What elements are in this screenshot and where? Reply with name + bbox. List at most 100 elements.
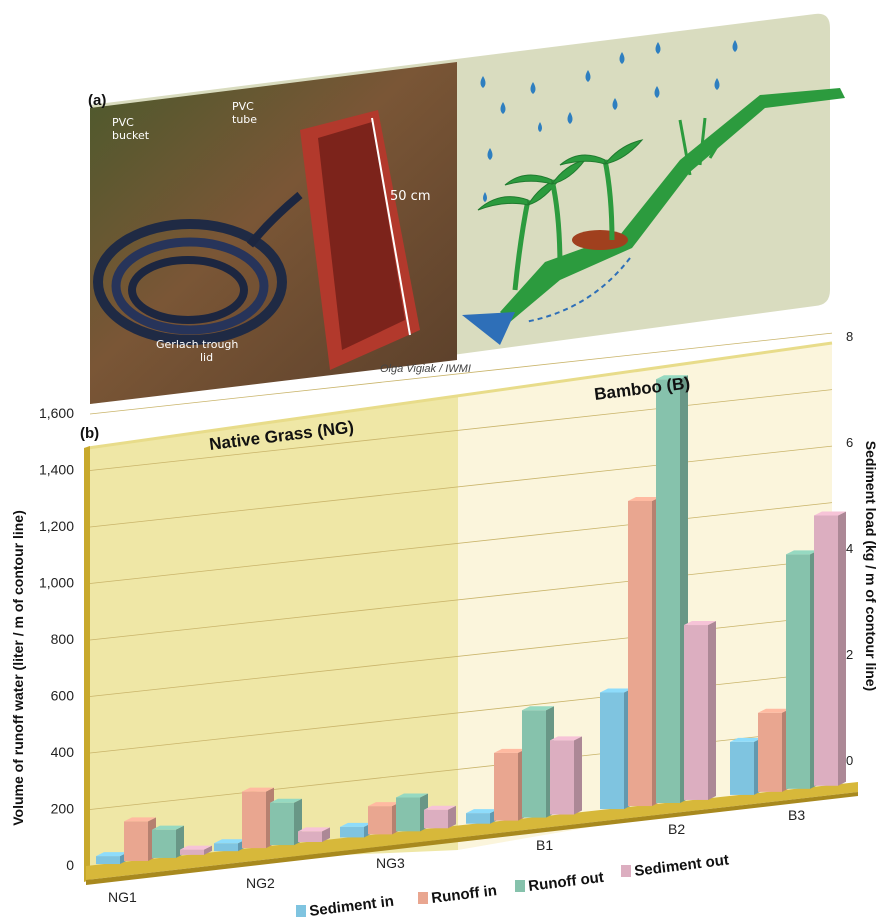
bar-side bbox=[574, 736, 582, 815]
bar-top bbox=[758, 708, 790, 713]
photo-credit: Olga Vigiak / IWMI bbox=[380, 363, 471, 375]
bar bbox=[96, 856, 120, 865]
bar bbox=[298, 831, 322, 843]
category-label: B3 bbox=[788, 807, 805, 823]
category-label: B1 bbox=[536, 837, 553, 853]
bar-top bbox=[424, 805, 456, 810]
gridline bbox=[89, 558, 833, 641]
bar-top bbox=[656, 375, 688, 380]
gridline bbox=[89, 389, 833, 471]
gerlach-trough-photo bbox=[300, 110, 420, 370]
category-label: B2 bbox=[668, 821, 685, 837]
bar bbox=[242, 791, 266, 849]
legend-label: Sediment out bbox=[633, 852, 729, 880]
y-tick-right: 4 bbox=[846, 541, 853, 556]
bar-side bbox=[708, 621, 716, 800]
legend-label: Sediment in bbox=[308, 893, 394, 920]
pvc-hose-photo bbox=[93, 191, 303, 345]
y-tick-left: 600 bbox=[51, 688, 75, 704]
y-tick-right: 2 bbox=[846, 647, 853, 662]
y-tick-left: 1,400 bbox=[39, 462, 74, 478]
category-label: NG1 bbox=[108, 889, 137, 905]
y-tick-left: 0 bbox=[66, 857, 74, 873]
y-tick-right: 6 bbox=[846, 435, 853, 450]
y-tick-left: 800 bbox=[51, 631, 75, 647]
bar-top bbox=[684, 621, 716, 626]
bar bbox=[494, 752, 518, 821]
panel-a: PVC bucket PVC tube 50 cm Gerlach trough li… bbox=[88, 13, 845, 405]
y-tick-left: 1,200 bbox=[39, 518, 74, 534]
y-tick-right: 0 bbox=[846, 753, 853, 768]
gridline bbox=[89, 502, 833, 584]
y-tick-left: 200 bbox=[51, 801, 75, 817]
panel-b-label: (b) bbox=[80, 425, 99, 442]
photo-label-bucket: PVC bucket bbox=[112, 116, 150, 142]
legend-swatch bbox=[418, 892, 428, 904]
bar bbox=[466, 813, 490, 824]
bar bbox=[396, 797, 420, 832]
bar bbox=[814, 515, 838, 786]
bar-top bbox=[368, 802, 400, 807]
bar-side bbox=[204, 845, 212, 855]
bar-top bbox=[340, 822, 372, 827]
bar-top bbox=[786, 550, 818, 555]
runoff-arrow bbox=[524, 257, 631, 323]
native-grass-background bbox=[88, 396, 458, 866]
panel-a-label: (a) bbox=[88, 92, 106, 109]
photo-label-bucket-line: PVC bbox=[112, 116, 134, 129]
bar bbox=[424, 809, 448, 829]
bar-top bbox=[242, 787, 274, 792]
bar bbox=[628, 500, 652, 807]
y-tick-left: 1,600 bbox=[39, 405, 74, 421]
left-axis-ticks: 0 200 400 600 800 1,000 1,200 1,400 1,600 bbox=[39, 405, 74, 873]
raindrops bbox=[480, 40, 738, 202]
y-tick-right: 8 bbox=[846, 329, 853, 344]
legend: Sediment in Runoff in Runoff out Sediment o… bbox=[296, 852, 730, 920]
gridlines bbox=[89, 332, 833, 810]
bar-top bbox=[124, 817, 156, 822]
category-label: NG2 bbox=[246, 875, 275, 891]
bar-top bbox=[298, 827, 330, 832]
bar bbox=[786, 554, 810, 789]
photo-label-tube: PVC tube bbox=[232, 100, 257, 126]
bar-side bbox=[448, 805, 456, 829]
bar-side bbox=[838, 511, 846, 786]
bar bbox=[656, 379, 680, 803]
bar-top bbox=[96, 852, 128, 857]
bar-top bbox=[396, 793, 428, 798]
left-axis-wall bbox=[84, 446, 90, 882]
bar-top bbox=[814, 511, 846, 516]
contour-trough-drawing bbox=[462, 312, 515, 345]
gridline bbox=[89, 332, 833, 415]
bar-top bbox=[628, 496, 660, 501]
photo-label-dimension: 50 cm bbox=[390, 189, 431, 204]
legend-swatch bbox=[515, 880, 525, 892]
bar-top bbox=[466, 809, 498, 814]
bar-side bbox=[322, 827, 330, 843]
bar bbox=[522, 710, 546, 818]
bar bbox=[270, 802, 294, 846]
y-tick-left: 400 bbox=[51, 744, 75, 760]
bar bbox=[600, 692, 624, 810]
legend-label: Runoff in bbox=[430, 882, 497, 907]
bar-top bbox=[730, 737, 762, 742]
bar bbox=[730, 741, 754, 795]
bar-top bbox=[152, 825, 184, 830]
bar bbox=[214, 843, 238, 852]
y-axis-title-left: Volume of runoff water (liter / m of con… bbox=[10, 510, 26, 826]
gridline bbox=[89, 445, 833, 528]
bar bbox=[758, 712, 782, 792]
legend-label: Runoff out bbox=[527, 869, 604, 895]
y-tick-left: 1,000 bbox=[39, 575, 74, 591]
bar bbox=[180, 849, 204, 855]
bars bbox=[96, 375, 846, 865]
legend-swatch bbox=[296, 905, 306, 917]
chart-floor bbox=[86, 782, 858, 880]
chart-floor-edge bbox=[86, 792, 858, 885]
hillslope bbox=[500, 88, 845, 322]
photo-annotations: PVC bucket PVC tube 50 cm Gerlach trough li… bbox=[112, 100, 431, 364]
hillslope-illustration bbox=[462, 88, 845, 345]
bar bbox=[684, 625, 708, 800]
